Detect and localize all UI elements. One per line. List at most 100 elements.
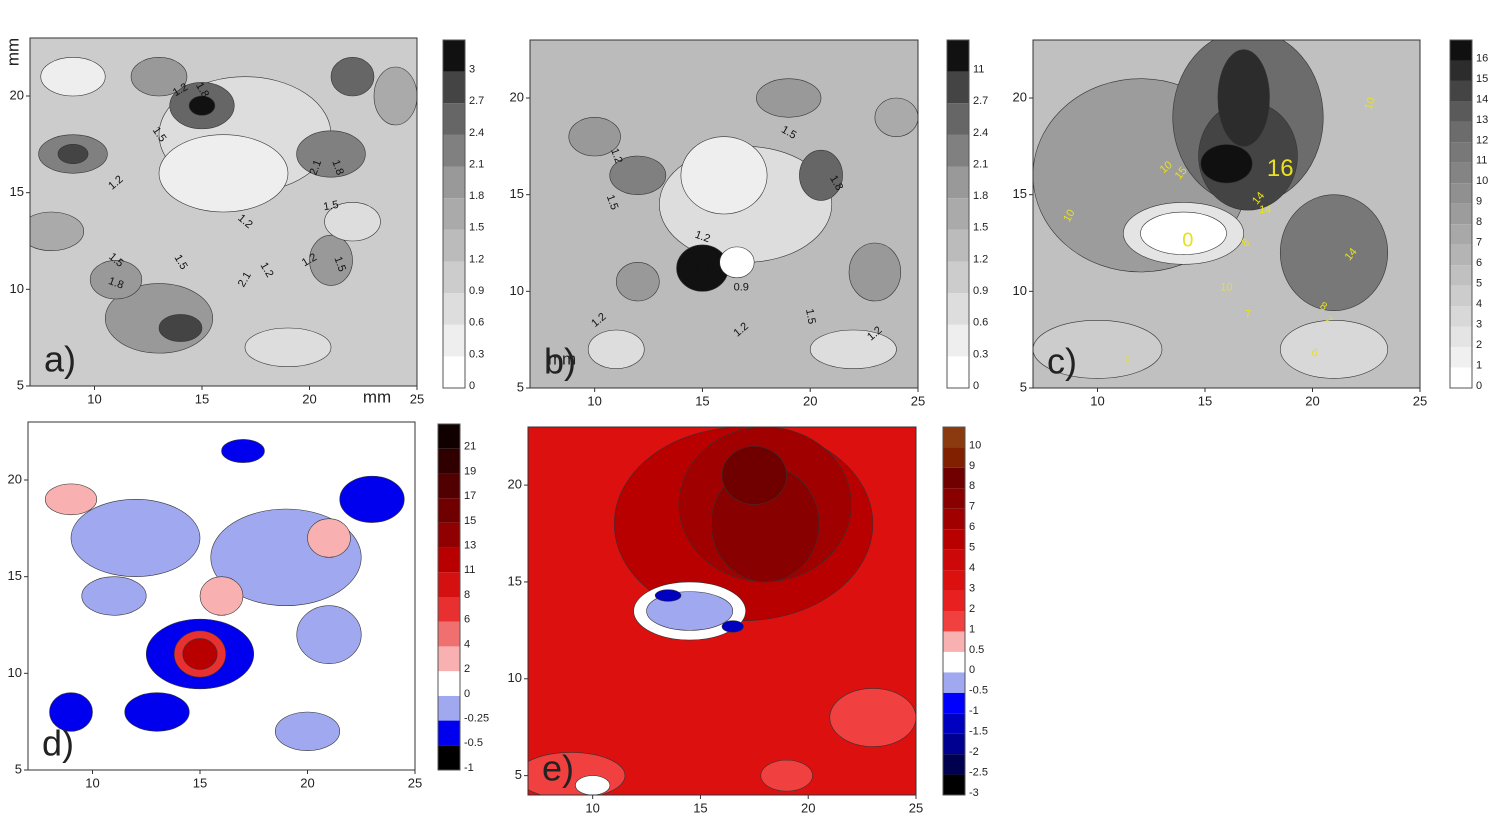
contour-region [756, 78, 822, 118]
colorbar-segment [443, 166, 465, 199]
contour-label: 6 [1310, 346, 1320, 359]
x-tick-label: 15 [695, 393, 709, 408]
colorbar-label: 0.5 [969, 644, 984, 656]
colorbar-frame [946, 39, 970, 389]
contour-region [274, 711, 341, 751]
colorbar-segment [943, 570, 965, 591]
colorbar-label: 21 [464, 441, 476, 453]
x-axis-label: mm [548, 349, 576, 368]
colorbar-segment [438, 621, 460, 647]
colorbar-label: 2.7 [973, 95, 988, 107]
y-tick-label: 10 [510, 283, 524, 298]
colorbar-segment [943, 590, 965, 611]
colorbar-segment [443, 356, 465, 388]
x-tick-label: 10 [587, 393, 601, 408]
colorbar-label: 3 [1476, 318, 1482, 330]
x-tick-label: 25 [1413, 393, 1427, 408]
panel-label: e) [542, 748, 574, 789]
colorbar-segment [947, 261, 969, 294]
colorbar-segment [438, 448, 460, 474]
colorbar-segment [1450, 60, 1472, 81]
contour-label: 1.2 [693, 229, 711, 246]
y-tick-label: 5 [17, 377, 24, 392]
colorbar-segment [438, 646, 460, 672]
colorbar-label: 2 [464, 663, 470, 675]
colorbar-label: 7 [969, 501, 975, 513]
colorbar-label: 0.9 [469, 285, 484, 297]
contour-label: 14 [1259, 204, 1271, 216]
contour-region [296, 605, 362, 664]
colorbar-label: 1.8 [973, 190, 988, 202]
colorbar-label: 12 [1476, 134, 1488, 146]
contour-region [1140, 211, 1227, 255]
colorbar-segment [443, 134, 465, 167]
colorbar-label: 1.5 [469, 222, 484, 234]
contour-region [188, 95, 216, 116]
y-tick-label: 15 [510, 186, 524, 201]
y-tick-label: 20 [10, 87, 24, 102]
colorbar-segment [438, 473, 460, 499]
colorbar-frame [437, 423, 461, 771]
colorbar-label: 9 [1476, 196, 1482, 208]
plot-frame [529, 39, 919, 389]
contour-label: 10 [1220, 281, 1232, 293]
x-tick-label: 25 [408, 775, 422, 790]
contour-region [296, 130, 366, 178]
contour-field [30, 38, 417, 386]
colorbar-label: 11 [464, 564, 475, 576]
x-tick-label: 10 [1090, 393, 1104, 408]
panel: 10 15 20 255101520e)-3-2.5-2-1.5-1-0.500.51… [508, 426, 988, 815]
colorbar-label: 13 [464, 539, 476, 551]
colorbar-segment [943, 774, 965, 795]
contour-region [130, 57, 188, 97]
x-axis-label: mm [363, 387, 391, 406]
x-tick-label: 25 [911, 393, 925, 408]
contour-region [680, 136, 768, 215]
colorbar-label: 0 [969, 664, 975, 676]
colorbar-label: 15 [464, 515, 476, 527]
contour-field [1033, 40, 1420, 388]
colorbar-segment [943, 754, 965, 775]
contour-label: 10 [1061, 208, 1078, 225]
x-tick-label: 15 [693, 800, 707, 815]
contour-field [528, 427, 916, 795]
colorbar-segment [443, 71, 465, 104]
contour-label: 16 [1267, 155, 1294, 182]
colorbar-label: 10 [1476, 175, 1488, 187]
y-tick-label: 5 [517, 379, 524, 394]
contour-label: 8 [1125, 355, 1131, 367]
colorbar-segment [1450, 80, 1472, 102]
colorbar-segment [438, 424, 460, 449]
contour-region [760, 759, 813, 792]
colorbar-label: 0 [1476, 380, 1482, 392]
plot-frame [527, 426, 917, 796]
colorbar-segment [943, 467, 965, 489]
contour-region [324, 202, 381, 242]
colorbar-label: 2.4 [469, 127, 484, 139]
colorbar-frame [442, 39, 466, 389]
colorbar-label: -0.5 [464, 737, 483, 749]
colorbar-segment [1450, 306, 1472, 327]
contour-region [799, 149, 843, 201]
y-tick-label: 10 [1013, 283, 1027, 298]
colorbar-label: 2 [1476, 339, 1482, 351]
colorbar-label: -3 [969, 787, 979, 799]
contour-region [40, 57, 106, 97]
colorbar-segment [443, 261, 465, 294]
colorbar-segment [943, 672, 965, 693]
colorbar-label: 0.6 [469, 317, 484, 329]
contour-region [309, 234, 353, 286]
contour-label: 1.2 [676, 258, 690, 275]
x-tick-label: 10 [87, 391, 101, 406]
colorbar-label: 8 [464, 589, 470, 601]
colorbar-label: 3 [969, 582, 975, 594]
y-tick-label: 15 [10, 184, 24, 199]
contour-region [81, 576, 147, 616]
contour-region [339, 475, 405, 523]
contour-region [182, 638, 218, 670]
contour-region [615, 262, 660, 302]
colorbar-label: 2.1 [973, 158, 988, 170]
colorbar-segment [438, 695, 460, 721]
y-tick-label: 20 [8, 471, 22, 486]
